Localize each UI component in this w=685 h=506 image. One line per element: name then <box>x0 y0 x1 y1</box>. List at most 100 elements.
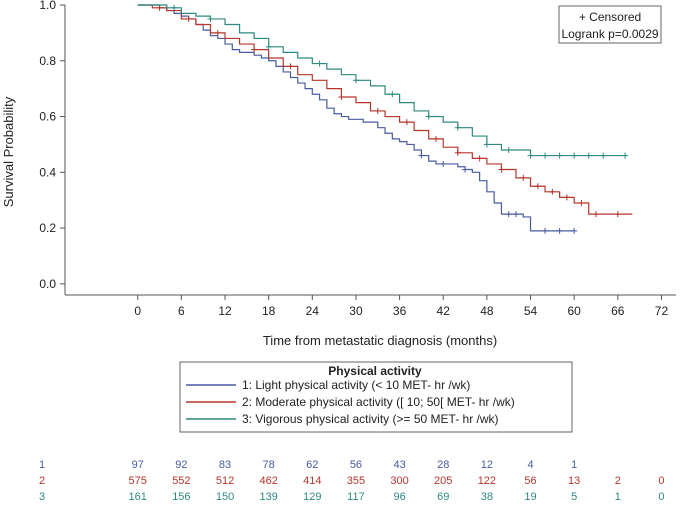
censor-mark <box>403 119 410 126</box>
x-tick-label: 12 <box>218 304 232 318</box>
risk-count: 1 <box>571 459 577 471</box>
survival-curves <box>137 4 633 234</box>
risk-count: 205 <box>434 475 452 487</box>
risk-count: 129 <box>303 491 321 503</box>
risk-count: 62 <box>306 459 318 471</box>
y-tick-label: 1.0 <box>39 0 56 12</box>
risk-count: 92 <box>175 459 187 471</box>
risk-count: 2 <box>615 475 621 487</box>
x-ticks: 0 6 12 18 24 30 36 42 48 54 60 66 72 <box>134 295 668 318</box>
risk-count: 12 <box>481 459 493 471</box>
risk-count: 300 <box>390 475 408 487</box>
censor-mark <box>520 174 527 181</box>
censor-mark <box>571 227 578 234</box>
censor-mark <box>171 4 178 11</box>
survival-curve-group-1 <box>137 4 575 232</box>
risk-count: 96 <box>393 491 405 503</box>
censor-mark <box>556 227 563 234</box>
x-tick-label: 42 <box>437 304 451 318</box>
x-tick-label: 66 <box>611 304 625 318</box>
censor-mark <box>505 211 512 218</box>
censor-mark <box>440 160 447 167</box>
legend-entry-3: 3: Vigorous physical activity (>= 50 MET… <box>242 412 499 426</box>
y-tick-label: 0.4 <box>39 165 56 179</box>
legend-entry-2: 2: Moderate physical activity ([ 10; 50[… <box>242 395 515 409</box>
risk-count: 552 <box>172 475 190 487</box>
stats-inset-box <box>558 5 662 44</box>
plot-area <box>64 5 676 296</box>
censor-mark <box>571 152 578 159</box>
risk-row-label: 1 <box>39 459 45 471</box>
x-tick-label: 6 <box>178 304 185 318</box>
censor-mark <box>156 4 163 11</box>
y-tick-label: 0.8 <box>39 54 56 68</box>
x-axis-title: Time from metastatic diagnosis (months) <box>263 333 497 348</box>
censor-mark <box>389 91 396 98</box>
risk-count: 83 <box>219 459 231 471</box>
censor-mark <box>622 152 629 159</box>
censor-mark <box>527 152 534 159</box>
risk-count: 117 <box>347 491 365 503</box>
legend: Physical activity 1: Light physical acti… <box>179 361 573 433</box>
censor-mark <box>251 46 258 53</box>
censor-mark <box>287 63 294 70</box>
survival-curve-group-2 <box>137 4 633 215</box>
censored-note: + Censored <box>579 10 641 24</box>
risk-count: 13 <box>568 475 580 487</box>
x-tick-label: 18 <box>262 304 276 318</box>
risk-count: 97 <box>132 459 144 471</box>
risk-count: 156 <box>172 491 190 503</box>
risk-count: 69 <box>437 491 449 503</box>
censor-mark <box>265 43 272 50</box>
censor-mark <box>563 194 570 201</box>
risk-count: 575 <box>129 475 147 487</box>
censor-mark <box>512 211 519 218</box>
logrank-note: Logrank p=0.0029 <box>561 27 658 41</box>
risk-count: 161 <box>129 491 147 503</box>
censor-mark <box>185 15 192 22</box>
censor-mark <box>425 113 432 120</box>
censor-mark <box>207 15 214 22</box>
censor-mark <box>542 227 549 234</box>
risk-count: 5 <box>571 491 577 503</box>
risk-count: 0 <box>658 475 664 487</box>
censor-mark <box>505 147 512 153</box>
risk-count: 150 <box>216 491 234 503</box>
censor-mark <box>534 183 541 190</box>
censor-mark <box>542 152 549 159</box>
y-tick-label: 0.6 <box>39 110 56 124</box>
censor-mark <box>549 188 556 195</box>
censor-mark <box>592 211 599 218</box>
risk-count: 78 <box>263 459 275 471</box>
risk-count: 56 <box>350 459 362 471</box>
risk-count: 462 <box>259 475 277 487</box>
risk-row-label: 3 <box>39 491 45 503</box>
y-axis-title: Survival Probability <box>1 96 16 207</box>
y-ticks: 0.0 0.2 0.4 0.6 0.8 1.0 <box>39 0 65 291</box>
x-tick-label: 24 <box>306 304 320 318</box>
x-tick-label: 60 <box>567 304 581 318</box>
risk-count: 38 <box>481 491 493 503</box>
censor-mark <box>556 152 563 159</box>
risk-count: 4 <box>527 459 533 471</box>
risk-count: 1 <box>615 491 621 503</box>
legend-entry-1: 1: Light physical activity (< 10 MET- hr… <box>242 378 470 392</box>
censor-mark <box>454 149 461 156</box>
censor-mark <box>418 152 425 159</box>
x-tick-label: 36 <box>393 304 407 318</box>
censor-mark <box>578 199 585 206</box>
censor-mark <box>374 107 381 114</box>
censor-mark <box>316 60 323 67</box>
risk-count: 122 <box>478 475 496 487</box>
censor-mark <box>585 152 592 159</box>
censor-mark <box>476 155 483 162</box>
x-tick-label: 0 <box>134 304 141 318</box>
risk-count: 512 <box>216 475 234 487</box>
risk-table: 1 97 92 83 78 62 56 43 28 12 4 12 575 552 512 462 414 355… <box>39 459 665 503</box>
censor-mark <box>600 152 607 159</box>
censor-mark <box>214 29 221 36</box>
y-tick-label: 0.0 <box>39 277 56 291</box>
censor-mark <box>352 77 359 84</box>
risk-count: 28 <box>437 459 449 471</box>
